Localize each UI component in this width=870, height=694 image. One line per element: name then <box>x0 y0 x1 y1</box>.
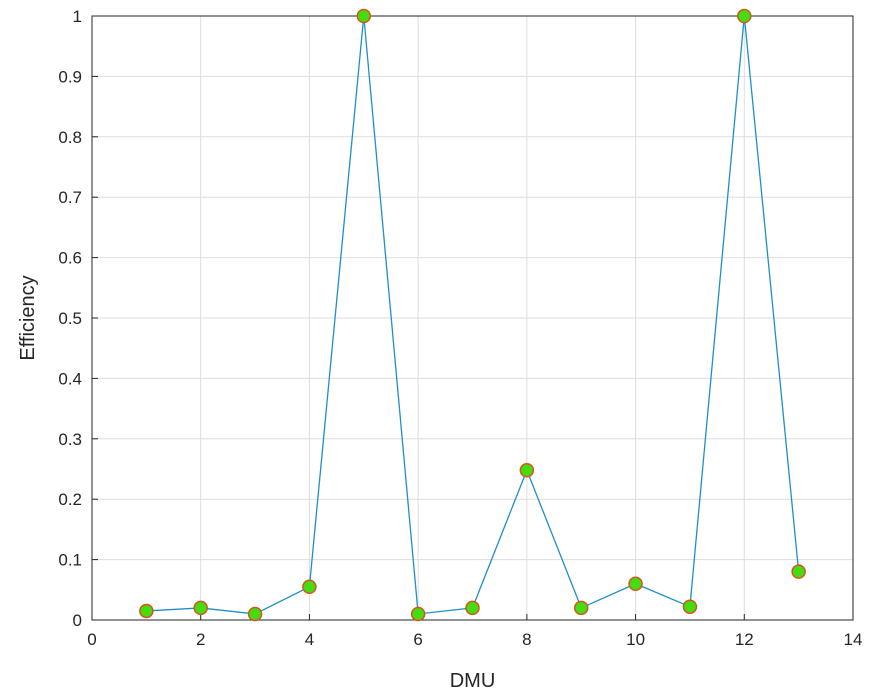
y-tick-label: 0.1 <box>58 551 82 570</box>
y-tick-label: 0.8 <box>58 128 82 147</box>
grid <box>91 15 854 621</box>
data-point-marker <box>302 579 317 595</box>
y-tick-label: 0.9 <box>58 67 82 86</box>
y-tick-label: 1 <box>73 7 82 26</box>
y-tick-label: 0.7 <box>58 188 82 207</box>
data-point-marker <box>628 576 643 592</box>
x-axis-label: DMU <box>450 670 496 692</box>
x-tick-label: 6 <box>413 630 422 649</box>
data-point-marker <box>737 8 752 24</box>
y-tick-label: 0 <box>73 611 82 630</box>
data-point-marker <box>791 564 806 579</box>
y-axis-label: Efficiency <box>17 275 39 360</box>
x-tick-label: 0 <box>87 630 96 649</box>
data-point-marker <box>247 606 263 622</box>
y-tick-label: 0.2 <box>58 490 82 509</box>
x-tick-label: 14 <box>844 630 863 649</box>
data-point-marker <box>465 600 480 616</box>
data-point-marker <box>410 606 426 622</box>
y-tick-label: 0.6 <box>58 249 82 268</box>
axis-ticks: 0 2 4 6 8 10 12 14 0 0.1 0.2 0.3 0.4 0.5 0.6 0.7 0.8 0.9 1 <box>58 7 862 649</box>
data-point-marker <box>519 462 535 478</box>
x-tick-label: 12 <box>735 630 754 649</box>
x-tick-label: 8 <box>522 630 531 649</box>
series-layer <box>146 15 800 615</box>
x-tick-label: 4 <box>305 630 314 649</box>
marker-layer <box>139 8 806 622</box>
series-line <box>146 15 800 615</box>
data-point-marker <box>356 8 372 24</box>
x-tick-label: 2 <box>196 630 205 649</box>
data-point-marker <box>139 603 154 619</box>
y-tick-label: 0.3 <box>58 430 82 449</box>
y-tick-label: 0.4 <box>58 369 82 388</box>
data-point-marker <box>193 600 208 616</box>
x-tick-label: 10 <box>626 630 645 649</box>
y-tick-label: 0.5 <box>58 309 82 328</box>
data-point-marker <box>573 600 589 616</box>
data-point-marker <box>682 599 698 614</box>
